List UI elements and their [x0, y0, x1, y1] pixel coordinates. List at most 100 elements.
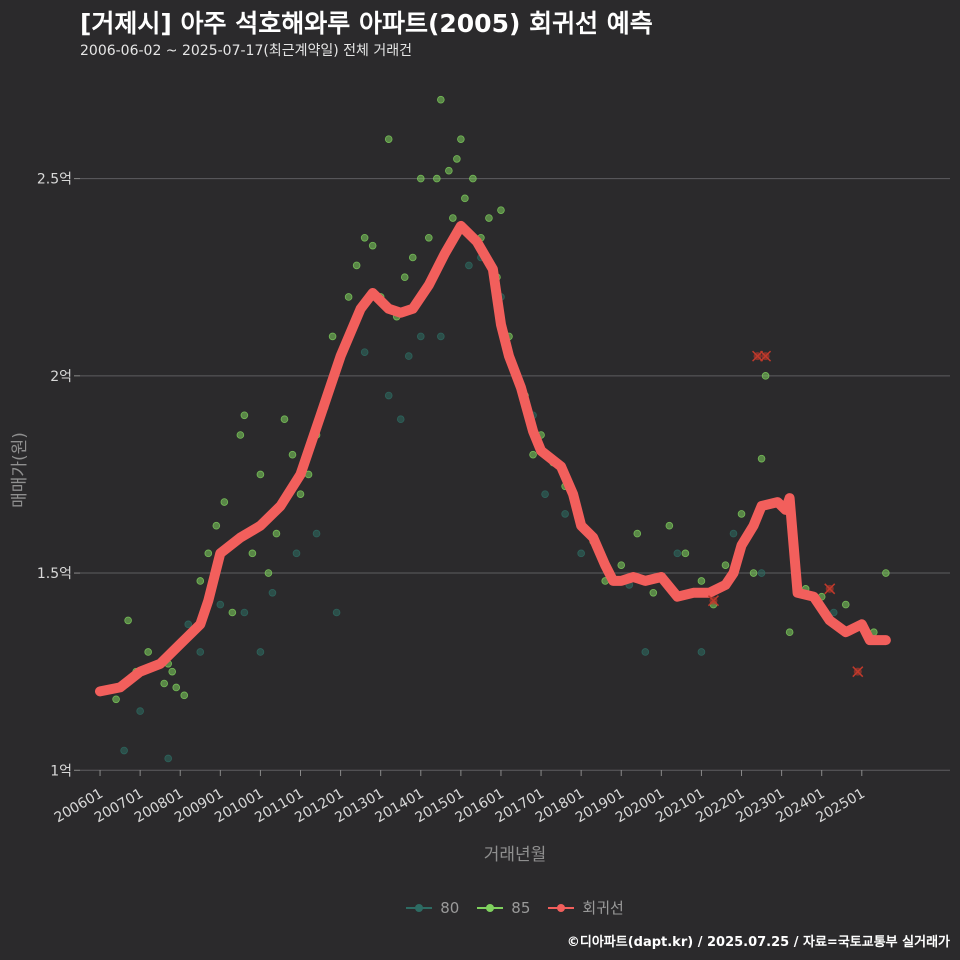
scatter-point-85	[449, 214, 457, 222]
y-tick-label: 2억	[50, 369, 72, 385]
scatter-point-85	[384, 135, 393, 143]
scatter-point-85	[328, 332, 337, 341]
scatter-point-80	[757, 569, 766, 577]
scatter-point-80	[384, 391, 393, 400]
scatter-point-85	[204, 549, 213, 558]
legend-label-trend: 회귀선	[582, 899, 624, 917]
trend-line	[95, 220, 891, 697]
scatter-point-85	[352, 261, 361, 270]
x-tick-labels: 2006012007012008012009012010012011012012…	[52, 786, 868, 827]
outlier-cross	[752, 350, 764, 362]
scatter-point-85	[256, 470, 265, 479]
scatter-point-80	[396, 415, 405, 424]
legend-label-85: 85	[511, 898, 531, 917]
scatter-points	[100, 95, 890, 763]
scatter-point-80	[216, 600, 225, 609]
y-tick-labels: 1억 1.5억 2억 2.5억	[37, 172, 72, 780]
scatter-point-80	[136, 707, 144, 715]
scatter-point-80	[240, 608, 249, 617]
scatter-point-85	[212, 521, 221, 530]
scatter-point-85	[437, 95, 445, 104]
scatter-point-85	[882, 569, 890, 577]
legend-key-85	[477, 900, 504, 916]
scatter-point-85	[124, 616, 132, 625]
trend-line-group	[95, 220, 891, 697]
scatter-point-85	[461, 194, 469, 203]
scatter-point-85	[761, 372, 770, 380]
scatter-point-85	[220, 498, 229, 506]
outlier-markers	[707, 350, 864, 678]
legend-item-80: 80	[406, 897, 459, 918]
scatter-point-80	[465, 261, 473, 270]
x-axis-label: 거래년월	[483, 845, 547, 865]
scatter-point-85	[649, 588, 658, 597]
scatter-point-85	[236, 431, 245, 439]
source-caption: ©디아파트(dapt.kr) / 2025.07.25 / 자료=국토교통부 실…	[566, 935, 950, 950]
legend-label-80: 80	[440, 898, 460, 917]
y-tick-label: 2.5억	[37, 172, 72, 188]
scatter-point-85	[453, 155, 461, 163]
scatter-point-85	[633, 529, 642, 538]
scatter-point-85	[248, 549, 257, 558]
scatter-point-85	[617, 561, 626, 569]
scatter-point-85	[168, 667, 177, 676]
scatter-point-85	[757, 454, 766, 463]
scatter-point-80	[697, 648, 706, 656]
scatter-point-85	[196, 577, 205, 585]
scatter-point-85	[144, 648, 152, 656]
scatter-point-80	[196, 648, 205, 656]
scatter-point-85	[400, 273, 409, 282]
legend-key-80	[406, 900, 433, 916]
scatter-point-80	[577, 549, 585, 558]
legend-key-trend	[548, 900, 575, 916]
scatter-point-85	[112, 695, 120, 704]
scatter-point-80	[561, 510, 569, 518]
scatter-point-85	[264, 569, 273, 577]
scatter-point-80	[541, 490, 549, 498]
scatter-point-85	[785, 628, 794, 637]
scatter-point-85	[485, 214, 493, 222]
outlier-cross	[760, 350, 772, 362]
scatter-point-80	[673, 549, 682, 558]
legend-item-trend: 회귀선	[548, 897, 624, 918]
scatter-point-80	[256, 648, 265, 656]
scatter-point-80	[312, 529, 321, 538]
scatter-point-85	[749, 569, 758, 577]
scatter-point-85	[240, 411, 249, 420]
scatter-point-85	[160, 679, 168, 688]
scatter-point-80	[120, 746, 128, 755]
scatter-point-85	[433, 174, 441, 183]
scatter-point-85	[296, 490, 305, 498]
scatter-point-85	[721, 561, 730, 569]
scatter-point-85	[529, 450, 537, 459]
scatter-point-85	[665, 521, 674, 530]
scatter-point-85	[172, 683, 181, 692]
scatter-point-80	[437, 332, 445, 341]
scatter-point-85	[280, 415, 289, 424]
y-axis-label: 매매가(원)	[9, 432, 30, 508]
scatter-point-85	[416, 174, 425, 183]
scatter-point-85	[288, 450, 297, 459]
scatter-point-80	[332, 608, 341, 617]
scatter-point-80	[164, 754, 173, 763]
scatter-point-80	[416, 332, 425, 341]
scatter-point-85	[681, 549, 690, 558]
grid-lines	[74, 178, 950, 776]
scatter-point-85	[469, 174, 477, 183]
scatter-point-85	[737, 510, 746, 518]
scatter-point-80	[404, 352, 413, 360]
y-tick-label: 1억	[50, 763, 72, 779]
scatter-point-85	[457, 135, 465, 143]
scatter-point-80	[268, 588, 277, 597]
scatter-point-80	[360, 348, 369, 356]
scatter-point-85	[841, 600, 850, 609]
scatter-point-85	[344, 293, 353, 301]
scatter-point-85	[368, 241, 377, 250]
scatter-point-80	[292, 549, 301, 558]
scatter-point-85	[228, 608, 237, 617]
scatter-point-85	[360, 233, 369, 242]
scatter-point-85	[408, 253, 417, 262]
scatter-point-85	[425, 233, 433, 242]
legend-item-85: 85	[477, 897, 530, 918]
